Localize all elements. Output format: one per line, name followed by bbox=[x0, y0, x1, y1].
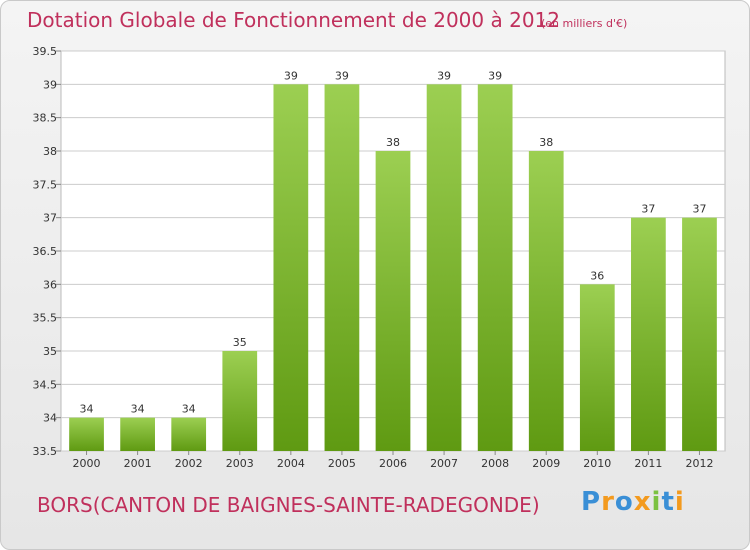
bar-2012 bbox=[682, 217, 717, 451]
proxiti-logo[interactable]: Proxiti bbox=[581, 487, 685, 517]
y-tick-label: 37 bbox=[43, 212, 57, 225]
data-labels: 34 34 34 35 39 39 38 39 39 38 36 37 37 bbox=[80, 69, 707, 415]
y-tick-label: 34 bbox=[43, 412, 57, 425]
x-tick-label-2009: 2009 bbox=[532, 457, 560, 470]
bar-2009 bbox=[528, 151, 564, 451]
y-tick-label: 35 bbox=[43, 345, 57, 358]
x-tick-label-2011: 2011 bbox=[634, 457, 662, 470]
x-tick-label-2003: 2003 bbox=[226, 457, 254, 470]
x-tick-label-2007: 2007 bbox=[430, 457, 458, 470]
bar-2008 bbox=[477, 84, 513, 451]
data-label-2000: 34 bbox=[80, 403, 94, 416]
bar-2000 bbox=[69, 417, 104, 451]
x-tick-label-2008: 2008 bbox=[481, 457, 509, 470]
x-tick-label-2002: 2002 bbox=[175, 457, 203, 470]
logo-letter: o bbox=[614, 487, 634, 517]
logo-letter: x bbox=[633, 487, 652, 517]
y-tick-label: 39.5 bbox=[33, 45, 58, 58]
y-tick-label: 34.5 bbox=[33, 378, 58, 391]
x-tick-label-2006: 2006 bbox=[379, 457, 407, 470]
logo-letter: i bbox=[674, 487, 685, 517]
location-label: BORS(CANTON DE BAIGNES-SAINTE-RADEGONDE) bbox=[37, 493, 540, 517]
y-tick-label: 38 bbox=[43, 145, 57, 158]
data-label-2001: 34 bbox=[131, 403, 145, 416]
bar-2007 bbox=[426, 84, 462, 451]
data-label-2006: 38 bbox=[386, 136, 400, 149]
y-tick-label: 38.5 bbox=[33, 112, 58, 125]
bar-2004 bbox=[273, 84, 309, 451]
y-tick-label: 39 bbox=[43, 78, 57, 91]
chart-title: Dotation Globale de Fonctionnement de 20… bbox=[27, 8, 560, 32]
logo-letter: t bbox=[661, 487, 675, 517]
y-tick-label: 35.5 bbox=[33, 312, 58, 325]
bar-2001 bbox=[120, 417, 155, 451]
chart-subtitle: (en milliers d'€) bbox=[541, 17, 628, 30]
data-label-2002: 34 bbox=[182, 403, 196, 416]
y-tick-label: 37.5 bbox=[33, 178, 58, 191]
y-tick-label: 33.5 bbox=[33, 445, 58, 458]
bar-2005 bbox=[324, 84, 360, 451]
x-tick-label-2001: 2001 bbox=[124, 457, 152, 470]
x-tick-label-2000: 2000 bbox=[73, 457, 101, 470]
logo-letter: P bbox=[581, 487, 602, 517]
data-label-2011: 37 bbox=[641, 203, 655, 216]
bar-2006 bbox=[375, 151, 411, 451]
data-label-2003: 35 bbox=[233, 336, 247, 349]
bar-2003 bbox=[222, 351, 258, 451]
y-tick-label: 36.5 bbox=[33, 245, 58, 258]
logo-letter: r bbox=[601, 487, 615, 517]
bar-2002 bbox=[171, 417, 207, 451]
data-label-2007: 39 bbox=[437, 69, 451, 82]
x-tick-label-2012: 2012 bbox=[685, 457, 713, 470]
bars bbox=[69, 84, 717, 451]
x-tick-label-2005: 2005 bbox=[328, 457, 356, 470]
x-tick-label-2004: 2004 bbox=[277, 457, 305, 470]
data-label-2010: 36 bbox=[590, 269, 604, 282]
data-label-2008: 39 bbox=[488, 69, 502, 82]
logo-letter: i bbox=[651, 487, 662, 517]
data-label-2009: 38 bbox=[539, 136, 553, 149]
x-tick-label-2010: 2010 bbox=[583, 457, 611, 470]
y-tick-label: 36 bbox=[43, 278, 57, 291]
data-label-2004: 39 bbox=[284, 69, 298, 82]
bar-2011 bbox=[631, 217, 666, 451]
x-axis-ticks: 2000 2001 2002 2003 2004 2005 2006 2007 2008 2009… bbox=[73, 451, 713, 470]
bar-2010 bbox=[579, 284, 615, 451]
data-label-2012: 37 bbox=[692, 203, 706, 216]
y-axis-ticks: 33.5 34 34.5 35 35.5 36 36.5 37 37.5 38 38.5 39 39.5 bbox=[33, 45, 61, 458]
data-label-2005: 39 bbox=[335, 69, 349, 82]
